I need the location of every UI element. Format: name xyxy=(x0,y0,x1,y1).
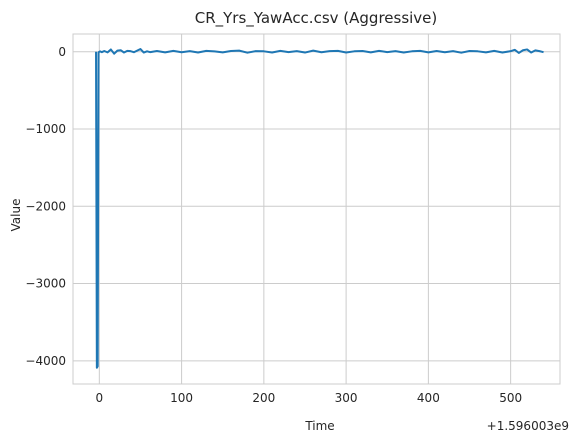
x-tick-label: 100 xyxy=(170,391,193,405)
x-tick-label: 0 xyxy=(96,391,104,405)
y-tick-label: −4000 xyxy=(25,354,66,368)
series-layer xyxy=(95,48,544,369)
x-tick-label: 500 xyxy=(499,391,522,405)
x-tick-label: 200 xyxy=(252,391,275,405)
y-axis-label: Value xyxy=(9,199,23,232)
series-line xyxy=(95,48,544,369)
y-tick-label: −2000 xyxy=(25,199,66,213)
plot-frame xyxy=(72,33,561,385)
x-tick-labels: 0 100 200 300 400 500 xyxy=(96,391,523,405)
x-tick-label: 400 xyxy=(417,391,440,405)
x-offset-label: +1.596003e9 xyxy=(487,419,569,433)
y-tick-label: −1000 xyxy=(25,122,66,136)
y-tick-label: 0 xyxy=(58,45,66,59)
chart-title: CR_Yrs_YawAcc.csv (Aggressive) xyxy=(195,9,438,28)
y-tick-label: −3000 xyxy=(25,277,66,291)
y-tick-labels: 0 −1000 −2000 −3000 −4000 xyxy=(25,45,66,368)
x-tick-label: 300 xyxy=(335,391,358,405)
x-axis-label: Time xyxy=(304,419,334,433)
